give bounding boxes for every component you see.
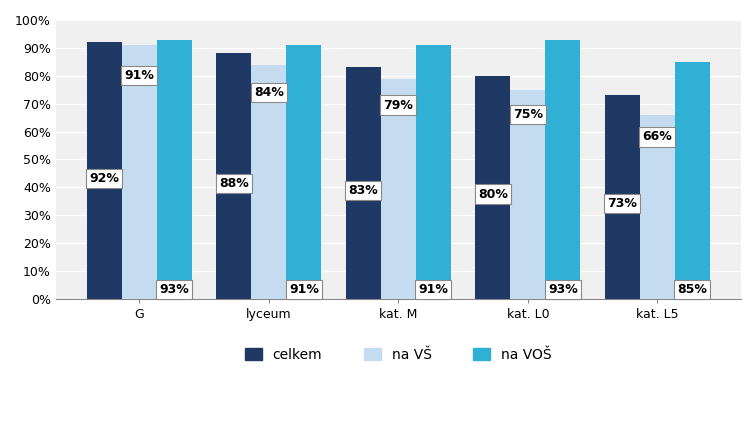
Text: 80%: 80%	[478, 187, 508, 200]
Text: 85%: 85%	[677, 283, 708, 296]
Text: 66%: 66%	[643, 130, 672, 143]
Bar	[216, 54, 251, 299]
Bar	[346, 68, 381, 299]
Bar	[545, 40, 581, 299]
Text: 93%: 93%	[160, 283, 189, 296]
Bar	[381, 78, 416, 299]
Bar	[675, 62, 710, 299]
Bar	[87, 42, 122, 299]
Text: 91%: 91%	[418, 283, 448, 296]
Bar	[510, 90, 545, 299]
Text: 84%: 84%	[254, 86, 284, 99]
Bar	[122, 45, 156, 299]
Text: 91%: 91%	[289, 283, 319, 296]
Bar	[287, 45, 321, 299]
Legend: celkem, na VŠ, na VOŠ: celkem, na VŠ, na VOŠ	[245, 348, 552, 362]
Bar	[605, 95, 640, 299]
Text: 83%: 83%	[349, 184, 378, 197]
Text: 92%: 92%	[89, 172, 119, 185]
Bar	[416, 45, 451, 299]
Text: 79%: 79%	[383, 98, 414, 111]
Bar	[156, 40, 192, 299]
Text: 93%: 93%	[548, 283, 578, 296]
Bar	[640, 115, 675, 299]
Text: 75%: 75%	[513, 108, 543, 122]
Bar	[251, 65, 287, 299]
Bar	[476, 76, 510, 299]
Text: 73%: 73%	[608, 197, 637, 210]
Text: 88%: 88%	[219, 177, 249, 190]
Text: 91%: 91%	[125, 69, 154, 82]
